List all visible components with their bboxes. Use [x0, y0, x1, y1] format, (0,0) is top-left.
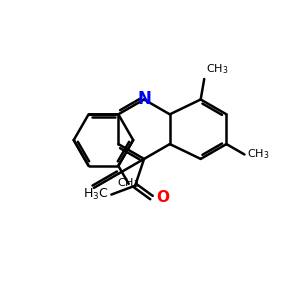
- Text: CH$_3$: CH$_3$: [247, 148, 269, 161]
- Text: H$_3$C: H$_3$C: [83, 187, 108, 202]
- Text: N: N: [137, 91, 151, 109]
- Text: O: O: [156, 190, 169, 205]
- Text: CH$_3$: CH$_3$: [206, 62, 228, 76]
- Text: CH$_3$: CH$_3$: [118, 176, 140, 190]
